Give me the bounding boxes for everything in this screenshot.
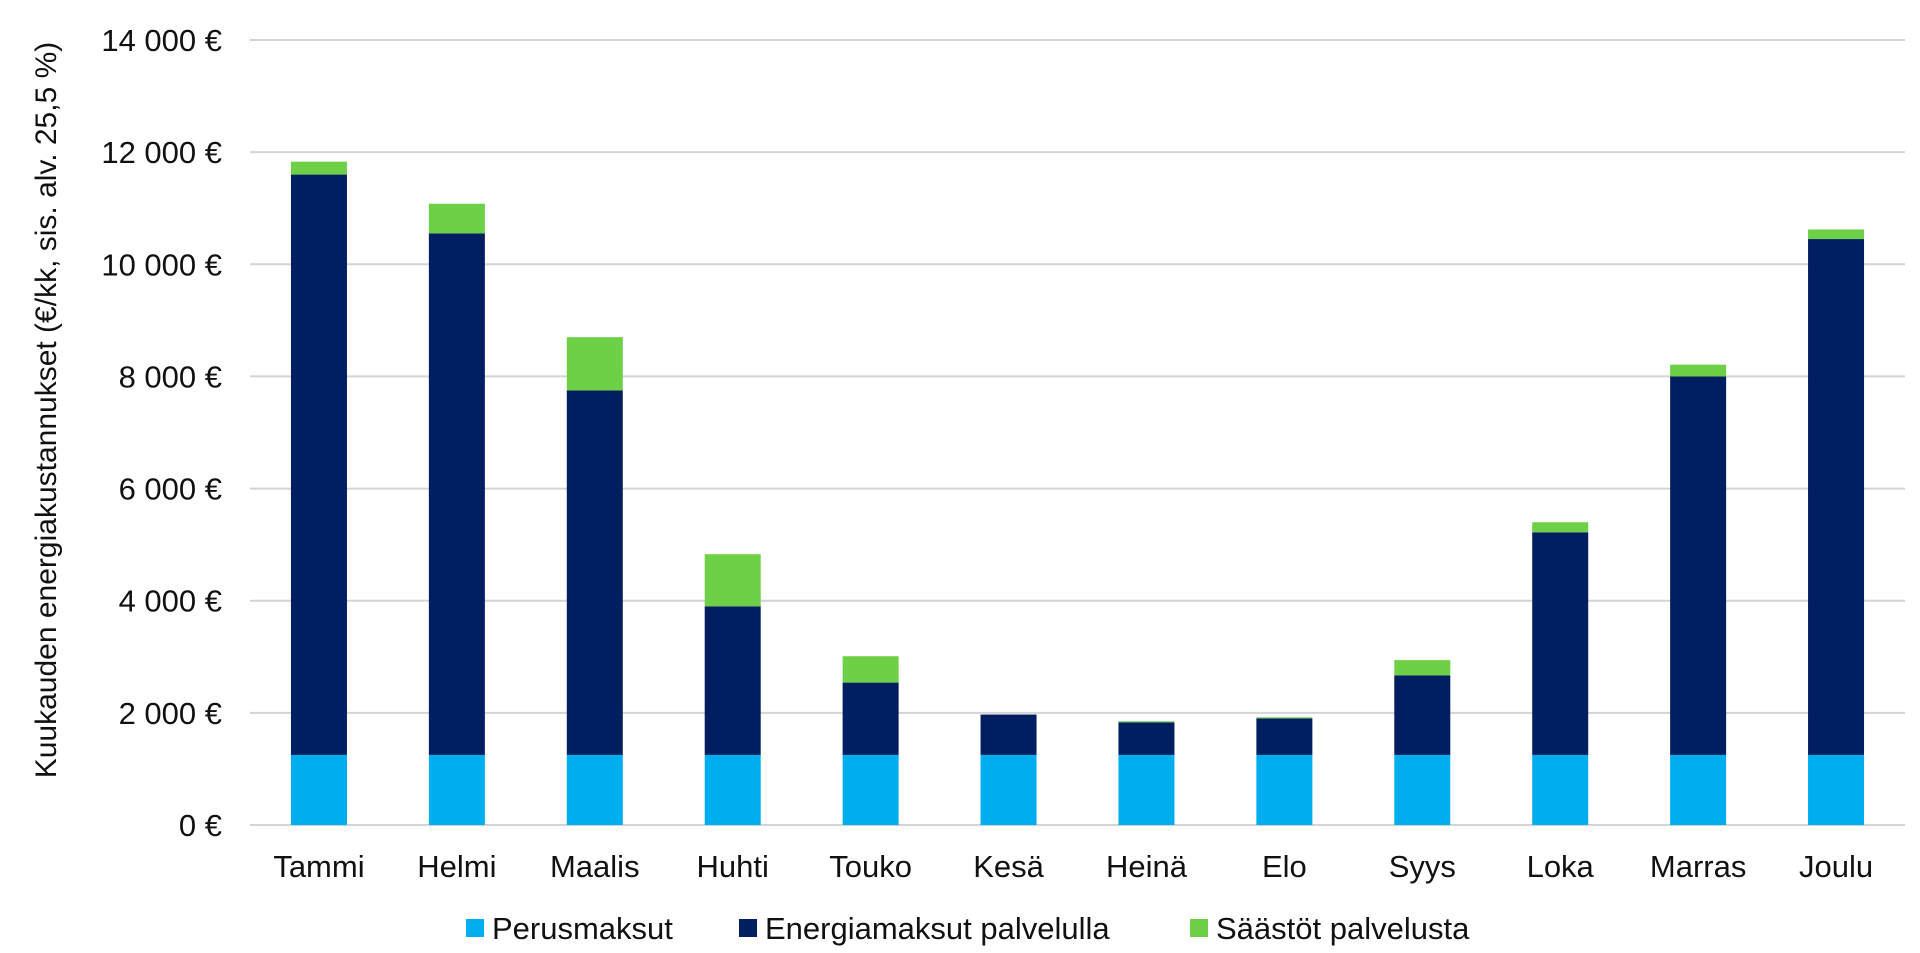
bar-segment-1: [842, 754, 899, 825]
bar-segment-1: [1808, 754, 1865, 825]
x-category-label: Loka: [1527, 849, 1595, 884]
x-category-label: Huhti: [697, 849, 769, 884]
bar-segment-3: [1394, 660, 1451, 676]
bar-segment-1: [428, 754, 485, 825]
bar-segment-2: [1532, 532, 1589, 755]
legend: Perusmaksut Energiamaksut palvelulla Sääst…: [466, 911, 1470, 946]
bar-segment-3: [842, 656, 899, 683]
bar-segment-2: [1256, 718, 1313, 755]
bar-segment-1: [566, 754, 623, 825]
bar-segment-1: [1394, 754, 1451, 825]
bar-segment-2: [842, 682, 899, 755]
bar-segment-2: [704, 606, 761, 755]
bar-segment-3: [1256, 717, 1313, 719]
legend-entry: Perusmaksut: [492, 911, 673, 946]
bar-segment-1: [290, 754, 347, 825]
grid-layer: [250, 39, 1905, 826]
x-category-label: Syys: [1389, 849, 1456, 884]
y-axis-title: Kuukauden energiakustannukset (€/kk, sis…: [30, 42, 63, 779]
x-category-label: Heinä: [1106, 849, 1188, 884]
bar-segment-1: [704, 754, 761, 825]
x-category-label: Kesä: [973, 849, 1044, 884]
bar-segment-3: [290, 161, 347, 175]
x-category-label: Elo: [1262, 849, 1307, 884]
y-tick-label: 0 €: [179, 808, 222, 843]
bar-segment-2: [428, 233, 485, 755]
bar-segment-2: [1670, 376, 1727, 755]
x-category-label: Maalis: [550, 849, 640, 884]
bar-segment-3: [428, 203, 485, 234]
x-category-label: Marras: [1650, 849, 1746, 884]
legend-entry: Energiamaksut palvelulla: [765, 911, 1110, 946]
x-category-label: Touko: [829, 849, 912, 884]
bar-segment-1: [1256, 754, 1313, 825]
y-tick-label: 12 000 €: [101, 135, 222, 170]
bar-segment-1: [1118, 754, 1175, 825]
bar-segment-2: [980, 714, 1037, 755]
bar-segment-1: [1532, 754, 1589, 825]
y-tick-label: 6 000 €: [119, 472, 222, 507]
bar-segment-3: [1532, 522, 1589, 533]
y-tick-label: 10 000 €: [101, 247, 222, 282]
bar-segment-3: [566, 337, 623, 391]
x-category-label: Helmi: [417, 849, 496, 884]
legend-entry: Säästöt palvelusta: [1216, 911, 1470, 946]
y-tick-labels: 0 € 2 000 € 4 000 € 6 000 € 8 000 € 10 000 € 1…: [101, 23, 222, 843]
legend-swatch: [739, 919, 757, 937]
legend-swatch: [1190, 919, 1208, 937]
bar-segment-3: [1118, 721, 1175, 723]
bar-segment-2: [1808, 239, 1865, 755]
bar-segment-2: [290, 174, 347, 755]
bar-segment-2: [566, 390, 623, 755]
y-tick-label: 2 000 €: [119, 696, 222, 731]
y-tick-label: 4 000 €: [119, 584, 222, 619]
bar-segment-3: [1670, 364, 1727, 377]
bars-layer: [290, 161, 1865, 825]
x-category-label: Tammi: [273, 849, 364, 884]
bar-segment-1: [980, 754, 1037, 825]
bar-segment-1: [1670, 754, 1727, 825]
bar-segment-3: [1808, 229, 1865, 240]
bar-segment-2: [1394, 675, 1451, 755]
y-tick-label: 8 000 €: [119, 359, 222, 394]
legend-swatch: [466, 919, 484, 937]
y-tick-label: 14 000 €: [101, 23, 222, 58]
bar-segment-2: [1118, 722, 1175, 755]
bar-segment-3: [704, 554, 761, 607]
x-category-label: Joulu: [1799, 849, 1873, 884]
x-category-labels: Tammi Helmi Maalis Huhti Touko Kesä Heinä Elo Sy…: [273, 849, 1873, 884]
